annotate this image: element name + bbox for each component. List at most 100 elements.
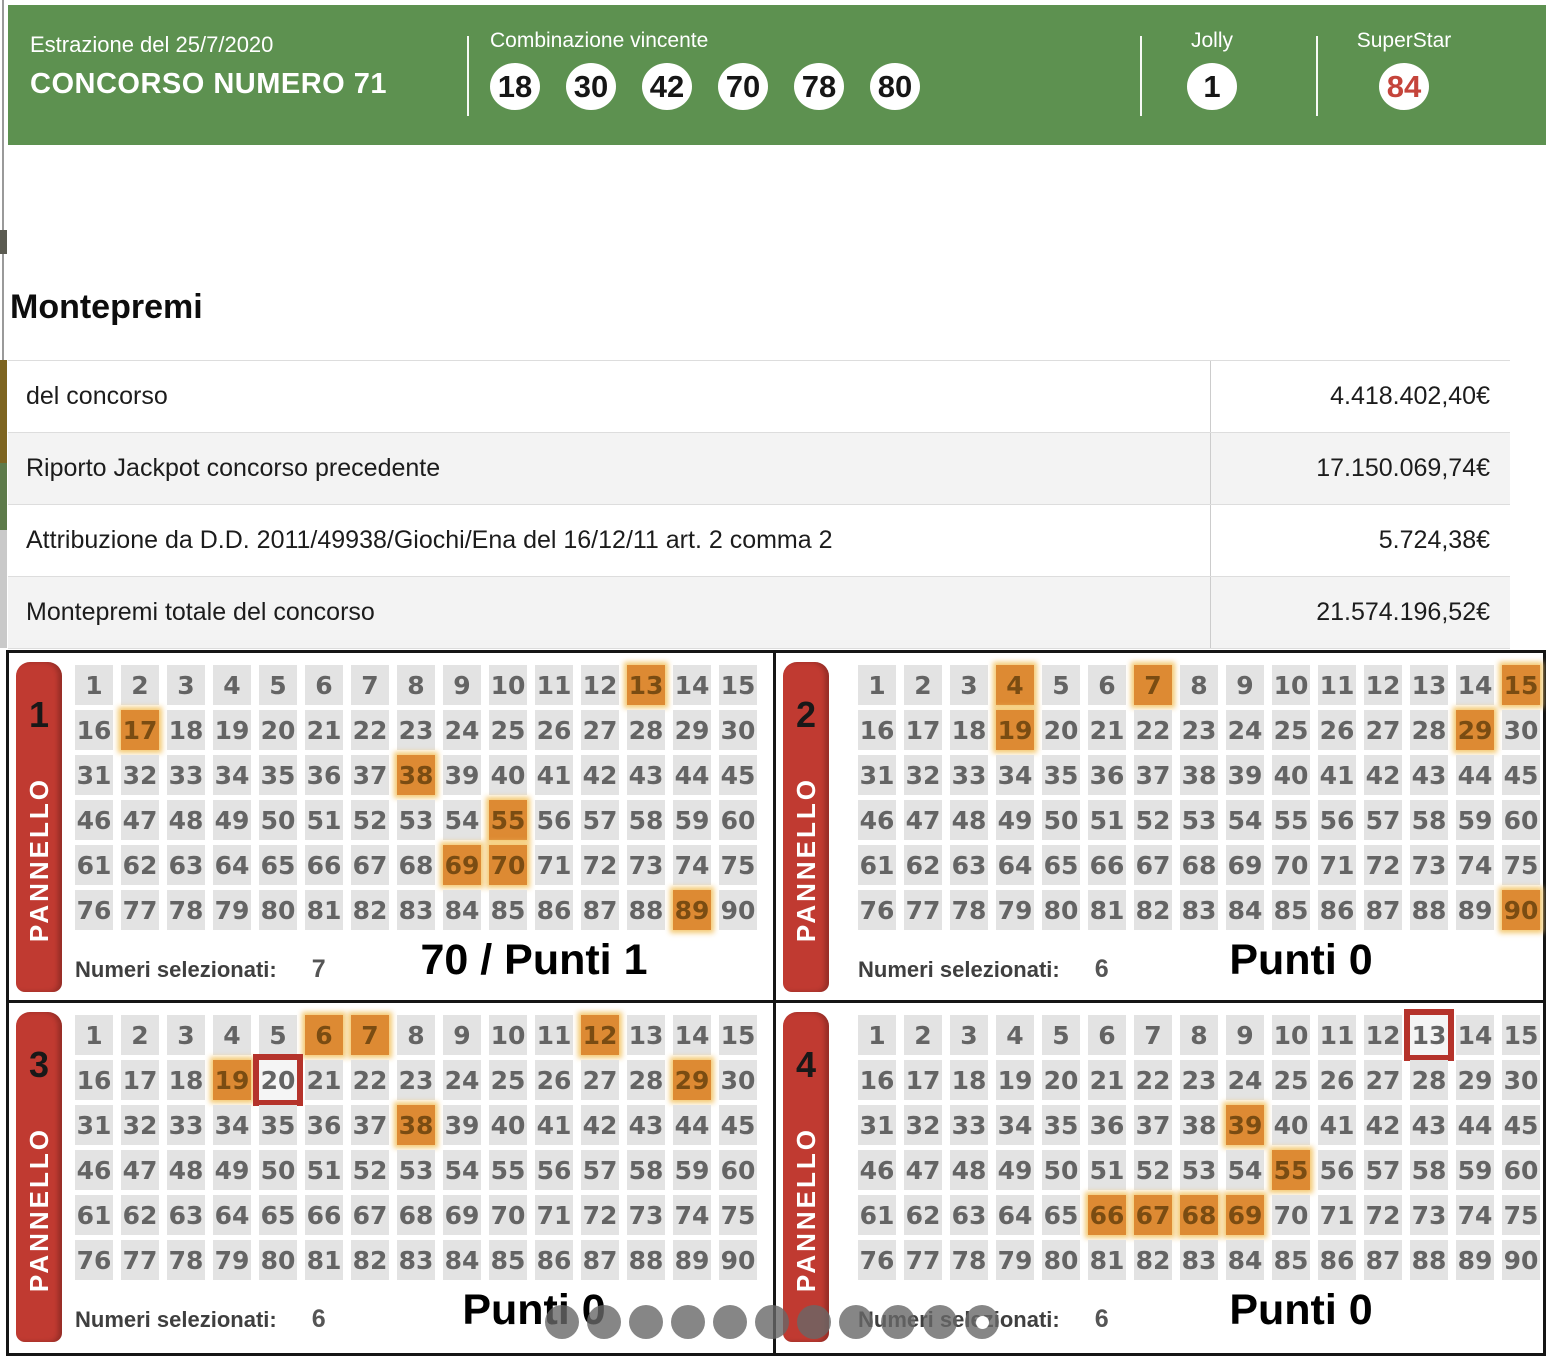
- number-cell-40: 40: [1272, 755, 1310, 795]
- selected-count-value: 6: [1094, 1305, 1109, 1333]
- number-cell-28: 28: [627, 710, 665, 750]
- number-grid: 1 2 3 4 5 6 7 8 9 10 11 12 13 14 15 16 17 18 19 20 21 22 23 24 2…: [75, 1015, 757, 1280]
- panel-number: 2: [795, 694, 817, 735]
- number-cell-67: 67: [1134, 1195, 1172, 1235]
- number-cell-60: 60: [1502, 800, 1540, 840]
- number-cell-30: 30: [1502, 1060, 1540, 1100]
- number-cell-47: 47: [121, 1150, 159, 1190]
- number-cell-45: 45: [719, 755, 757, 795]
- carousel-dot[interactable]: [545, 1305, 579, 1339]
- number-cell-61: 61: [858, 845, 896, 885]
- number-cell-61: 61: [75, 1195, 113, 1235]
- number-cell-3: 3: [950, 665, 988, 705]
- number-cell-48: 48: [950, 800, 988, 840]
- number-cell-55: 55: [489, 1150, 527, 1190]
- winning-number-ball: 30: [566, 63, 616, 110]
- selected-count-label: Numeri selezionati:: [75, 957, 277, 982]
- dot-ring: [975, 1315, 989, 1329]
- number-cell-60: 60: [719, 1150, 757, 1190]
- carousel-dot[interactable]: [671, 1305, 705, 1339]
- number-cell-86: 86: [1318, 1240, 1356, 1280]
- number-cell-50: 50: [1042, 800, 1080, 840]
- number-cell-88: 88: [627, 1240, 665, 1280]
- number-cell-7: 7: [351, 1015, 389, 1055]
- number-cell-58: 58: [627, 800, 665, 840]
- header-divider: [467, 36, 469, 116]
- panel-4: 4 PANNELLO 1 2 3 4 5 6 7 8 9 10 11 12 13 14 15 16 17 18 19…: [776, 1003, 1543, 1353]
- number-cell-65: 65: [1042, 845, 1080, 885]
- number-cell-31: 31: [858, 1105, 896, 1145]
- edge-artifact: [0, 463, 7, 530]
- number-cell-16: 16: [75, 1060, 113, 1100]
- number-cell-87: 87: [1364, 1240, 1402, 1280]
- number-cell-49: 49: [996, 1150, 1034, 1190]
- number-cell-54: 54: [443, 1150, 481, 1190]
- carousel-dot[interactable]: [839, 1305, 873, 1339]
- number-cell-52: 52: [351, 1150, 389, 1190]
- carousel-dot[interactable]: [797, 1305, 831, 1339]
- number-cell-57: 57: [581, 1150, 619, 1190]
- number-cell-88: 88: [627, 890, 665, 930]
- number-cell-63: 63: [167, 1195, 205, 1235]
- number-cell-1: 1: [858, 1015, 896, 1055]
- number-cell-65: 65: [1042, 1195, 1080, 1235]
- number-cell-13: 13: [1404, 1009, 1454, 1061]
- number-cell-45: 45: [1502, 1105, 1540, 1145]
- carousel-dot[interactable]: [713, 1305, 747, 1339]
- carousel-dot[interactable]: [881, 1305, 915, 1339]
- number-cell-34: 34: [996, 1105, 1034, 1145]
- number-cell-75: 75: [719, 845, 757, 885]
- number-cell-67: 67: [1134, 845, 1172, 885]
- number-cell-4: 4: [213, 665, 251, 705]
- number-cell-48: 48: [167, 1150, 205, 1190]
- selected-count-value: 6: [1094, 955, 1109, 983]
- number-cell-43: 43: [1410, 755, 1448, 795]
- number-cell-12: 12: [581, 665, 619, 705]
- number-cell-78: 78: [950, 890, 988, 930]
- number-cell-57: 57: [581, 800, 619, 840]
- number-cell-22: 22: [1134, 710, 1172, 750]
- number-cell-84: 84: [443, 890, 481, 930]
- number-cell-12: 12: [1364, 1015, 1402, 1055]
- number-cell-31: 31: [858, 755, 896, 795]
- number-cell-58: 58: [1410, 800, 1448, 840]
- winning-number-ball: 78: [794, 63, 844, 110]
- number-cell-44: 44: [673, 755, 711, 795]
- header-divider: [1140, 36, 1142, 116]
- number-cell-33: 33: [950, 755, 988, 795]
- panel-result-annotation: Punti 0: [1229, 936, 1373, 984]
- number-cell-41: 41: [535, 755, 573, 795]
- number-cell-70: 70: [489, 845, 527, 885]
- number-cell-31: 31: [75, 755, 113, 795]
- number-cell-8: 8: [1180, 1015, 1218, 1055]
- carousel-dot[interactable]: [923, 1305, 957, 1339]
- number-cell-27: 27: [581, 1060, 619, 1100]
- number-cell-57: 57: [1364, 800, 1402, 840]
- carousel-dot[interactable]: [755, 1305, 789, 1339]
- number-cell-81: 81: [1088, 1240, 1126, 1280]
- number-cell-18: 18: [950, 1060, 988, 1100]
- number-cell-54: 54: [1226, 800, 1264, 840]
- number-cell-72: 72: [581, 845, 619, 885]
- number-cell-71: 71: [535, 1195, 573, 1235]
- number-cell-6: 6: [1088, 1015, 1126, 1055]
- winning-number-ball: 70: [718, 63, 768, 110]
- number-cell-44: 44: [673, 1105, 711, 1145]
- row-value: 5.724,38€: [1210, 505, 1510, 576]
- number-cell-75: 75: [1502, 1195, 1540, 1235]
- number-cell-4: 4: [213, 1015, 251, 1055]
- carousel-dot[interactable]: [629, 1305, 663, 1339]
- number-cell-1: 1: [75, 1015, 113, 1055]
- carousel-pagination: [545, 1305, 999, 1339]
- carousel-dot[interactable]: [965, 1305, 999, 1339]
- number-cell-50: 50: [259, 800, 297, 840]
- number-cell-28: 28: [627, 1060, 665, 1100]
- number-cell-85: 85: [1272, 1240, 1310, 1280]
- number-cell-11: 11: [1318, 1015, 1356, 1055]
- number-cell-85: 85: [489, 890, 527, 930]
- number-cell-44: 44: [1456, 1105, 1494, 1145]
- number-cell-71: 71: [1318, 845, 1356, 885]
- number-cell-11: 11: [535, 665, 573, 705]
- carousel-dot[interactable]: [587, 1305, 621, 1339]
- number-cell-82: 82: [351, 1240, 389, 1280]
